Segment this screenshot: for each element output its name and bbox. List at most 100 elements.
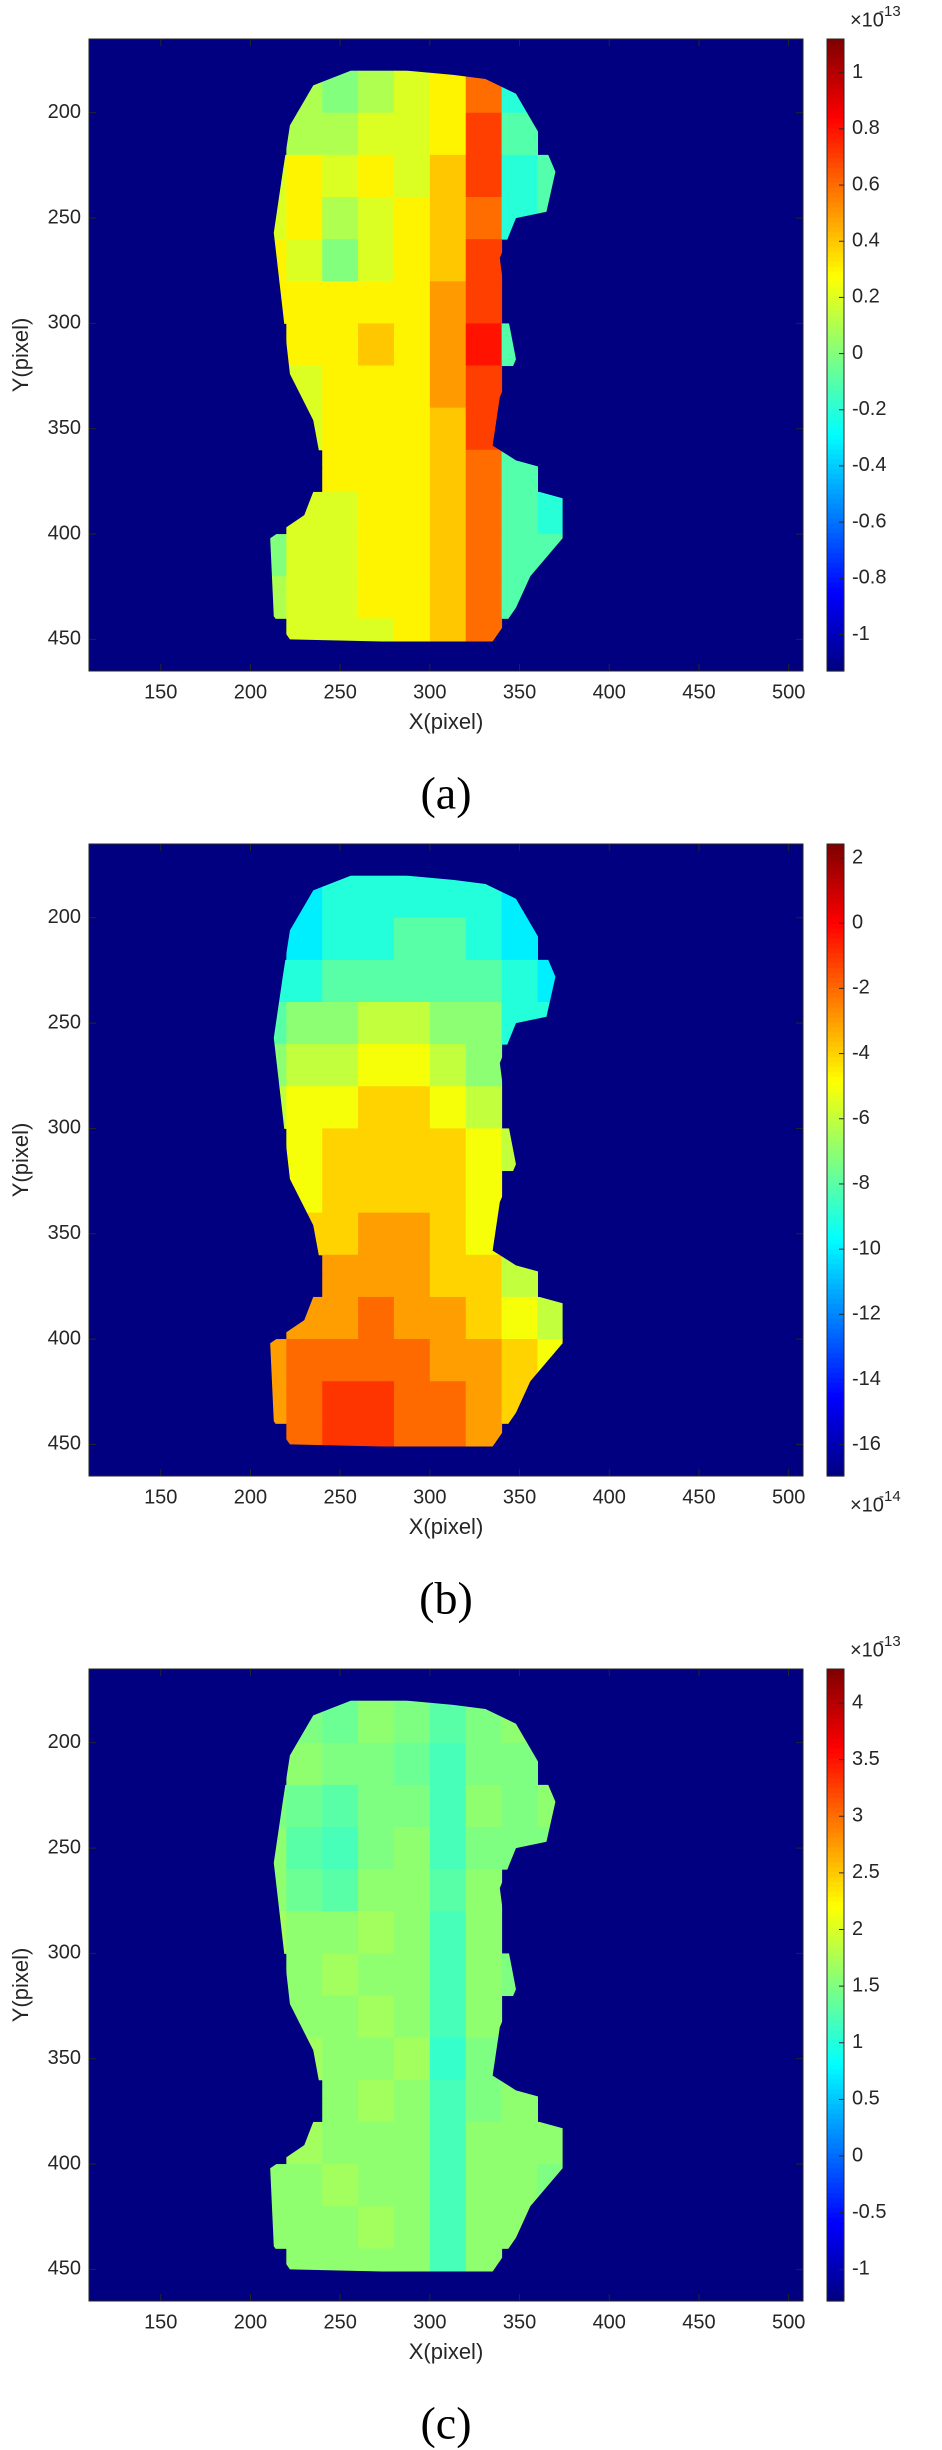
- heat-cell: [465, 2206, 503, 2249]
- heat-cell: [286, 1869, 323, 1912]
- heat-cell: [429, 1044, 467, 1087]
- x-tick-label: 200: [234, 1486, 267, 1508]
- heatmap-cells: [270, 1700, 563, 2272]
- heat-cell: [465, 154, 503, 198]
- y-tick-label: 450: [48, 628, 81, 650]
- heat-cell: [429, 154, 467, 198]
- heat-cell: [537, 2121, 563, 2165]
- heat-cell: [465, 281, 503, 324]
- heat-cell: [393, 323, 431, 367]
- heat-cell: [393, 449, 431, 493]
- x-tick-label: 400: [593, 681, 626, 703]
- x-tick-label: 250: [323, 1486, 356, 1508]
- colorbar-tick-label: 3: [852, 1805, 863, 1827]
- heat-cell: [270, 1339, 287, 1382]
- heat-cell: [429, 959, 467, 1003]
- heat-cell: [322, 1170, 359, 1214]
- heat-cell: [358, 2079, 395, 2123]
- heat-cell: [429, 197, 467, 240]
- heat-cell: [429, 1254, 467, 1298]
- heat-cell: [358, 281, 395, 324]
- heat-cell: [429, 534, 467, 577]
- heat-cell: [322, 1423, 359, 1447]
- heat-cell: [286, 2164, 323, 2207]
- heat-cell: [465, 323, 503, 367]
- heat-cell: [270, 576, 287, 619]
- heat-cell: [393, 1381, 431, 1424]
- heat-cell: [501, 534, 538, 577]
- heat-cell: [286, 1339, 323, 1382]
- x-tick-label: 500: [772, 1486, 805, 1508]
- heat-cell: [322, 1911, 359, 1954]
- heat-cell: [322, 112, 359, 156]
- heat-cell: [322, 407, 359, 451]
- y-tick-label: 350: [48, 2047, 81, 2069]
- heat-cell: [465, 1784, 503, 1828]
- heat-cell: [465, 1911, 503, 1954]
- heat-cell: [393, 365, 431, 409]
- heat-cell: [429, 1742, 467, 1786]
- x-tick-label: 400: [593, 1486, 626, 1508]
- heat-cell: [322, 2248, 359, 2272]
- heat-cell: [358, 1339, 395, 1382]
- colorbar-tick-label: 2: [852, 1918, 863, 1940]
- heat-cell: [358, 323, 395, 367]
- heat-cell: [465, 1254, 503, 1298]
- heat-cell: [429, 2037, 467, 2081]
- heat-cell: [322, 2164, 359, 2207]
- heat-cell: [393, 618, 431, 642]
- heat-cell: [465, 1339, 503, 1382]
- y-tick-label: 350: [48, 1222, 81, 1244]
- heat-cell: [358, 2206, 395, 2249]
- heat-cell: [429, 407, 467, 451]
- x-tick-label: 150: [144, 1486, 177, 1508]
- colorbar-tick-label: 0.6: [852, 173, 880, 195]
- colorbar-tick-label: 4: [852, 1691, 863, 1713]
- colorbar-tick-label: -4: [852, 1042, 870, 1064]
- x-tick-label: 400: [593, 2311, 626, 2333]
- colorbar-tick-label: 1.5: [852, 1974, 880, 1996]
- heat-cell: [393, 1212, 431, 1256]
- heat-cell: [358, 875, 395, 919]
- colorbar-tick-label: 0: [852, 2144, 863, 2166]
- heat-cell: [429, 112, 467, 156]
- colorbar-tick-label: 0.4: [852, 230, 880, 252]
- colorbar-tick-label: -0.2: [852, 398, 886, 420]
- colorbar-tick-label: 0: [852, 911, 863, 933]
- heat-cell: [429, 1339, 467, 1382]
- heat-cell: [465, 1044, 503, 1087]
- heat-cell: [429, 1296, 467, 1340]
- heat-cell: [358, 576, 395, 619]
- heat-cell: [322, 323, 359, 367]
- colorbar-tick-label: -0.5: [852, 2201, 886, 2223]
- heat-cell: [393, 1953, 431, 1997]
- heat-cell: [393, 1869, 431, 1912]
- heat-cell: [465, 959, 503, 1003]
- heat-cell: [465, 1086, 503, 1129]
- heat-cell: [465, 1296, 503, 1340]
- heat-cell: [393, 1827, 431, 1870]
- y-axis-label: Y(pixel): [8, 1948, 33, 2023]
- heat-cell: [322, 1869, 359, 1912]
- x-tick-label: 250: [323, 2311, 356, 2333]
- x-tick-label: 350: [503, 2311, 536, 2333]
- heat-cell: [322, 1995, 359, 2039]
- colorbar-exponent-power: -14: [879, 1488, 901, 1505]
- heat-cell: [358, 197, 395, 240]
- heat-cell: [358, 2037, 395, 2081]
- heat-cell: [429, 1953, 467, 1997]
- y-tick-label: 250: [48, 1836, 81, 1858]
- heat-cell: [393, 281, 431, 324]
- heat-cell: [286, 576, 323, 619]
- y-tick-label: 450: [48, 2258, 81, 2280]
- y-tick-label: 400: [48, 2152, 81, 2174]
- heat-cell: [501, 491, 538, 535]
- x-axis-label: X(pixel): [409, 2339, 484, 2364]
- heat-cell: [322, 1339, 359, 1382]
- heat-cell: [393, 1911, 431, 1954]
- heat-cell: [322, 1784, 359, 1828]
- heat-cell: [465, 1869, 503, 1912]
- heat-cell: [465, 2079, 503, 2123]
- heat-cell: [286, 1002, 323, 1045]
- heat-cell: [270, 534, 287, 577]
